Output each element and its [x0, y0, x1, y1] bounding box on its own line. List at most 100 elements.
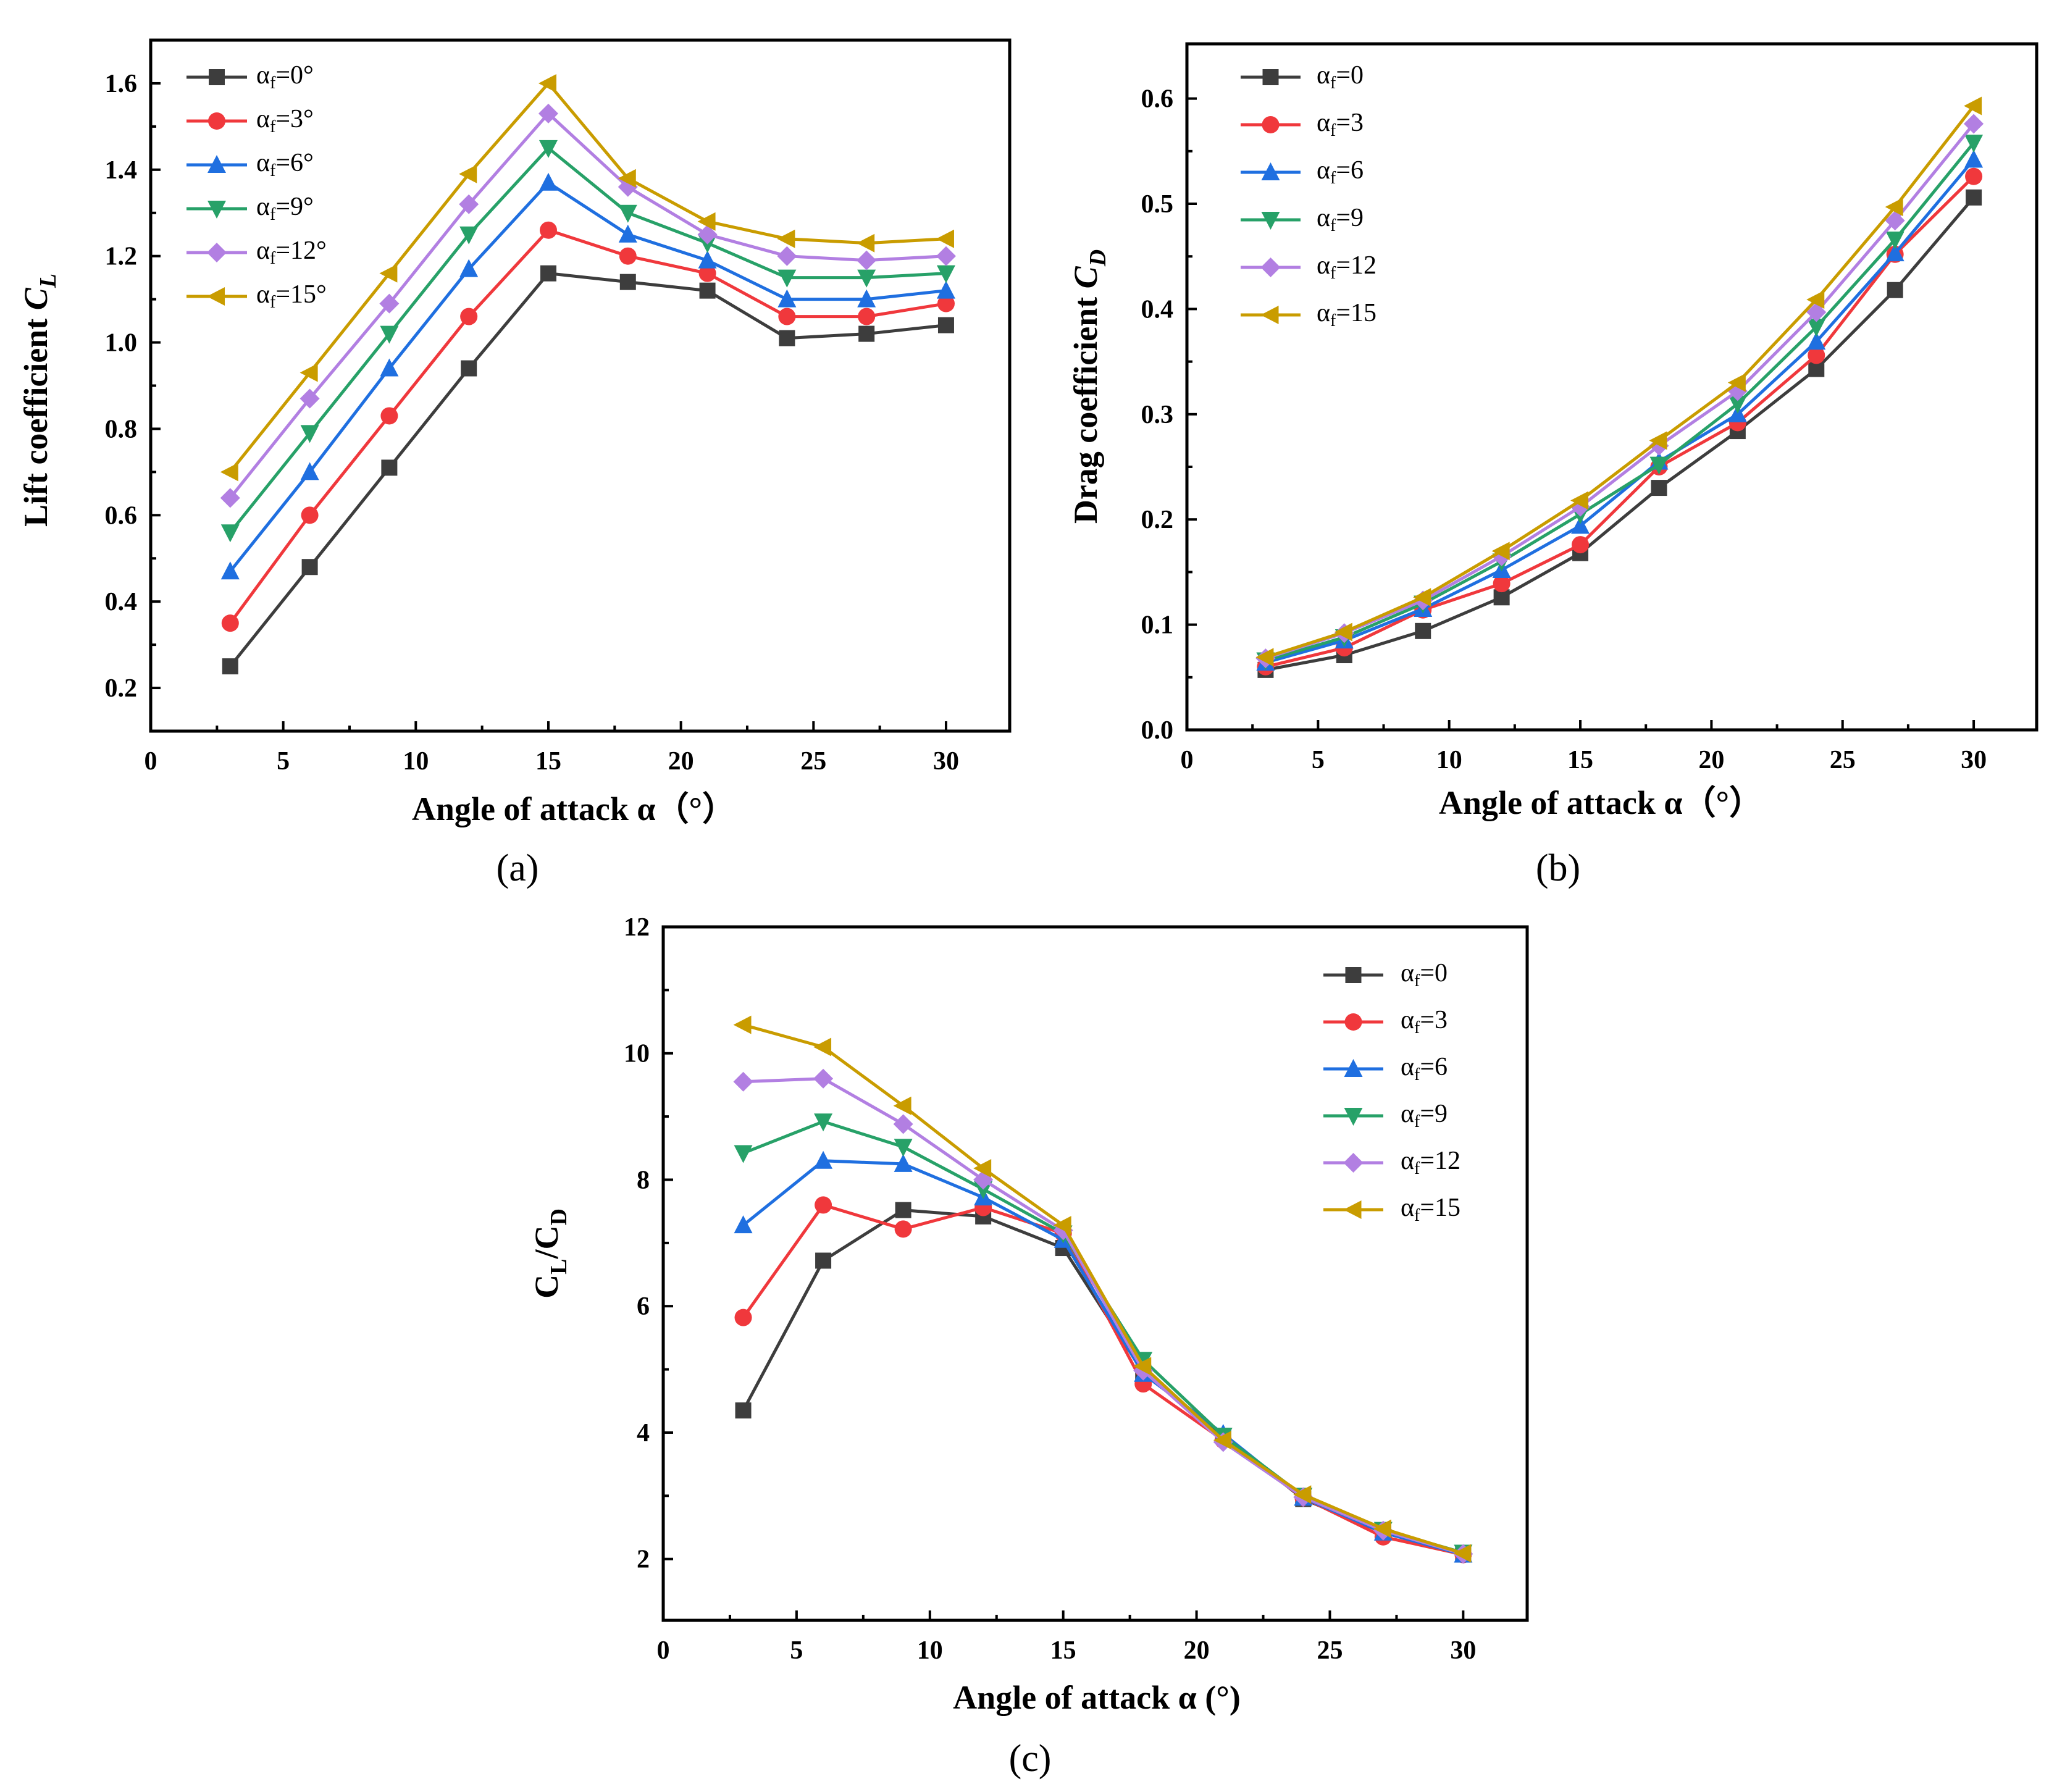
- data-point: [1964, 114, 1984, 134]
- legend-label: αf=6: [1317, 156, 1364, 188]
- legend-subscript: f: [1414, 1206, 1420, 1225]
- data-point: [619, 274, 636, 290]
- data-point: [1373, 1519, 1391, 1538]
- x-tick-label: 0: [145, 747, 157, 776]
- legend-alpha: α: [256, 105, 270, 133]
- plot-frame: [1185, 42, 2039, 732]
- series-αf=12: [1255, 114, 1984, 669]
- data-point: [937, 295, 955, 312]
- data-point: [618, 224, 637, 243]
- y-axis-title-subscript: D: [546, 1208, 572, 1225]
- y-axis-title-symbol: C: [1067, 266, 1104, 288]
- data-point: [1964, 96, 1982, 115]
- y-axis-title-symbol: /C: [528, 1226, 565, 1260]
- legend-subscript: f: [1414, 1159, 1420, 1178]
- x-tick-label: 30: [933, 747, 959, 776]
- data-point: [538, 103, 558, 124]
- legend-alpha: α: [1401, 1100, 1414, 1128]
- data-point: [461, 360, 477, 377]
- data-point: [1885, 198, 1903, 217]
- data-point: [300, 388, 320, 409]
- data-point: [619, 247, 637, 265]
- legend-alpha: α: [1401, 1006, 1414, 1034]
- legend-alpha: α: [256, 237, 270, 265]
- x-tick-label: 25: [1830, 746, 1856, 774]
- data-point: [858, 308, 876, 325]
- x-tick-label: 10: [1436, 746, 1462, 774]
- data-point: [936, 280, 955, 299]
- data-point: [779, 330, 795, 346]
- legend-value: =0: [1336, 61, 1364, 90]
- data-point: [1453, 1544, 1472, 1563]
- y-tick-label: 0.2: [1141, 506, 1174, 534]
- data-point: [857, 269, 876, 288]
- y-tick-label: 0.6: [105, 501, 138, 530]
- data-point: [459, 194, 479, 214]
- data-point: [1334, 622, 1352, 642]
- data-point: [815, 1252, 832, 1269]
- data-point: [1651, 480, 1667, 496]
- data-point: [380, 358, 399, 377]
- series-αf=0: [735, 1202, 1472, 1563]
- data-point: [459, 259, 479, 277]
- y-tick-label: 2: [637, 1546, 650, 1574]
- data-point: [1293, 1485, 1312, 1504]
- data-point: [1053, 1216, 1071, 1235]
- data-point: [1964, 149, 1984, 168]
- data-point: [894, 1220, 912, 1238]
- legend-marker: [209, 69, 225, 85]
- series-line: [743, 1077, 1464, 1555]
- series-αf=6°: [220, 172, 955, 580]
- data-point: [813, 1068, 834, 1089]
- legend-value: =15: [1420, 1194, 1460, 1222]
- data-point: [1727, 373, 1746, 392]
- legend-subscript: f: [1330, 169, 1336, 188]
- data-point: [697, 212, 716, 231]
- data-point: [734, 1145, 753, 1163]
- legend-marker: [1262, 116, 1280, 133]
- y-tick-label: 0.3: [1141, 401, 1174, 429]
- series-line: [1265, 122, 1976, 660]
- data-point: [1885, 211, 1905, 231]
- data-point: [735, 1402, 752, 1419]
- x-tick-label: 25: [800, 747, 826, 776]
- legend-label: αf=9°: [256, 193, 314, 225]
- legend-alpha: α: [1401, 1053, 1414, 1081]
- x-tick-label: 30: [1961, 746, 1987, 774]
- y-tick-label: 6: [637, 1292, 650, 1321]
- data-point: [222, 658, 238, 675]
- legend-marker: [1344, 1108, 1363, 1126]
- legend-label: αf=15: [1401, 1194, 1460, 1226]
- legend-alpha: α: [256, 149, 270, 177]
- data-point: [1806, 302, 1827, 322]
- y-tick-label: 1.6: [105, 70, 138, 98]
- data-point: [895, 1202, 911, 1218]
- legend-subscript: f: [270, 73, 276, 93]
- x-tick-label: 15: [535, 747, 561, 776]
- legend-marker: [207, 287, 225, 306]
- legend-marker: [1344, 1013, 1362, 1031]
- x-tick-label: 20: [668, 747, 694, 776]
- y-tick-label: 0.1: [1141, 611, 1174, 640]
- legend-subscript: f: [1330, 121, 1336, 140]
- series-line: [742, 1120, 1464, 1554]
- y-axis-title: Drag coefficient CD: [1067, 249, 1111, 524]
- series-αf=3°: [221, 221, 955, 632]
- data-point: [1807, 332, 1826, 350]
- legend-label: αf=0: [1317, 61, 1364, 93]
- y-axis-title: Lift coefficient CL: [17, 274, 61, 527]
- x-tick-label: 10: [917, 1636, 943, 1665]
- y-axis-title-text: Drag coefficient: [1067, 288, 1104, 524]
- x-tick-label: 10: [403, 747, 429, 776]
- legend-label: αf=12°: [256, 237, 327, 269]
- legend-value: =3: [1420, 1006, 1448, 1034]
- y-tick-label: 0.8: [105, 415, 138, 443]
- series-line: [228, 272, 947, 668]
- data-point: [301, 506, 319, 524]
- data-point: [1493, 575, 1511, 593]
- legend-label: αf=12: [1317, 251, 1377, 283]
- legend-alpha: α: [1401, 1147, 1414, 1175]
- data-point: [1649, 431, 1667, 450]
- x-tick-label: 15: [1050, 1636, 1076, 1665]
